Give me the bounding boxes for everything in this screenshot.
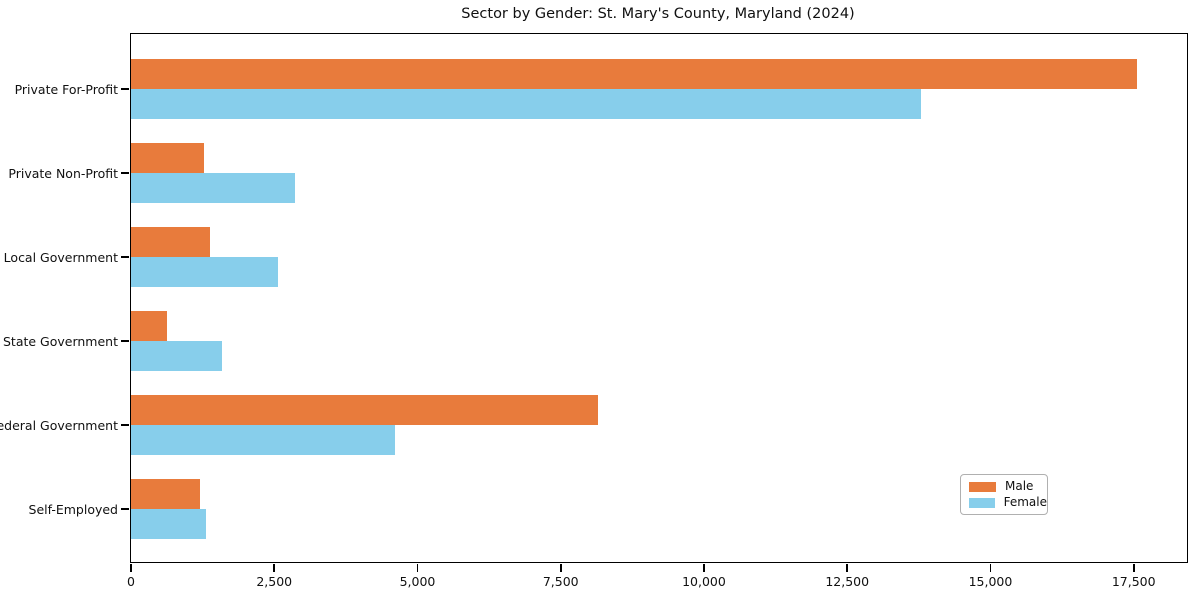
bar-female-4 [131,425,395,455]
legend-swatch-male [969,481,996,492]
legend-swatch-female [969,497,995,508]
y-tick-mark [121,88,130,90]
x-tick-mark [703,563,705,572]
legend-label-male: Male [1005,479,1034,493]
x-tick-mark [846,563,849,572]
chart-title: Sector by Gender: St. Mary's County, Mar… [461,6,855,22]
bar-male-3 [131,311,168,341]
bar-female-1 [131,173,295,203]
x-tick-mark [989,563,992,572]
x-tick-mark [1132,563,1135,572]
x-tick-mark [130,563,132,572]
x-tick-label: 12,500 [825,574,870,589]
bar-female-3 [131,341,223,371]
bar-male-5 [131,479,201,509]
x-tick-label: 15,000 [968,574,1013,589]
legend-item-female: Female [961,496,1047,509]
x-tick-label: 2,500 [256,574,293,589]
bar-male-0 [131,59,1137,89]
x-tick-mark [273,563,276,572]
bar-female-2 [131,257,279,287]
y-tick-label: Self-Employed [28,501,118,517]
x-tick-label: 0 [127,574,135,589]
x-tick-label: 7,500 [542,574,579,589]
y-tick-mark [121,508,130,510]
bar-female-5 [131,509,207,539]
x-tick-mark [559,563,562,572]
y-tick-mark [121,172,130,174]
y-tick-label: Local Government [3,249,118,265]
bar-male-2 [131,227,211,257]
y-tick-label: State Government [2,333,118,349]
legend-item-male: Male [961,480,1047,493]
x-tick-label: 17,500 [1111,574,1156,589]
legend: Male Female [960,474,1048,515]
bar-male-4 [131,395,598,425]
y-tick-label: Private Non-Profit [8,165,118,181]
y-tick-label: Federal Government [0,417,118,433]
y-tick-mark [121,340,130,342]
plot-area: Private For-Profit Private Non-Profit Loca… [0,33,1188,589]
x-tick-label: 5,000 [399,574,436,589]
bar-male-1 [131,143,204,173]
legend-label-female: Female [1003,495,1047,509]
x-tick-label: 10,000 [682,574,726,589]
x-tick-mark [416,563,419,572]
y-tick-label: Private For-Profit [14,81,118,97]
y-tick-mark [121,424,130,426]
y-tick-mark [121,256,130,258]
bar-female-0 [131,89,922,119]
